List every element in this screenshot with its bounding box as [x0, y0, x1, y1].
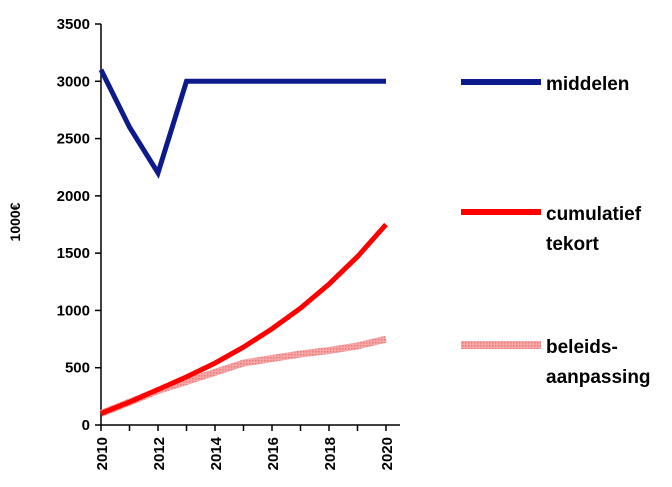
x-tick-label: 2012 [151, 437, 168, 470]
series-line-middelen [98, 68, 386, 179]
x-tick-label: 2016 [265, 437, 282, 470]
legend-label: beleids- [546, 337, 618, 358]
y-tick-label: 1000 [57, 302, 90, 319]
x-tick-label: 2020 [379, 437, 396, 470]
y-tick-label: 2000 [57, 188, 90, 205]
series-lines [98, 68, 388, 417]
x-tick-label: 2018 [322, 437, 339, 470]
y-ticks: 0 500 1000 1500 2000 2500 3000 3500 [57, 16, 101, 434]
x-tick-label: 2010 [94, 437, 111, 470]
x-ticks: 2010 2012 2014 2016 2018 2020 [94, 425, 396, 470]
y-tick-label: 1500 [57, 245, 90, 262]
y-tick-label: 3000 [57, 73, 90, 90]
y-tick-label: 0 [82, 417, 90, 434]
series-line-beleidsaanpassing [99, 335, 387, 417]
legend-label: aanpassing [546, 367, 651, 388]
legend: middelen cumulatief tekort beleids-aanpassi… [461, 74, 651, 388]
series-line-cumulatief-tekort [100, 222, 388, 416]
y-tick-label: 3500 [57, 16, 90, 33]
y-axis-label: 1000€ [7, 202, 23, 241]
legend-label: tekort [546, 234, 599, 255]
legend-label: cumulatief [546, 204, 642, 225]
legend-label: middelen [546, 74, 629, 95]
x-tick-label: 2014 [208, 436, 225, 470]
y-tick-label: 2500 [57, 131, 90, 148]
y-tick-label: 500 [65, 360, 90, 377]
